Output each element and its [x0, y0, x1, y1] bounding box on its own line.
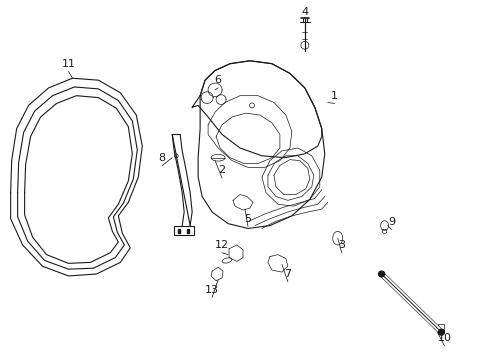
Text: 4: 4	[301, 7, 308, 17]
Text: 9: 9	[387, 217, 394, 227]
Circle shape	[378, 271, 384, 277]
Text: 7: 7	[284, 269, 291, 279]
Text: 2: 2	[218, 165, 225, 175]
Text: 6: 6	[214, 75, 221, 85]
Text: 3: 3	[338, 240, 345, 250]
Text: 12: 12	[215, 240, 229, 250]
Bar	[174, 226, 194, 235]
Text: 13: 13	[204, 284, 219, 294]
Text: 8: 8	[158, 153, 165, 163]
Text: 5: 5	[244, 214, 251, 224]
Text: 1: 1	[330, 91, 338, 101]
Text: 11: 11	[61, 59, 75, 69]
Circle shape	[438, 329, 444, 335]
Text: 10: 10	[437, 333, 450, 343]
Bar	[438, 324, 444, 330]
